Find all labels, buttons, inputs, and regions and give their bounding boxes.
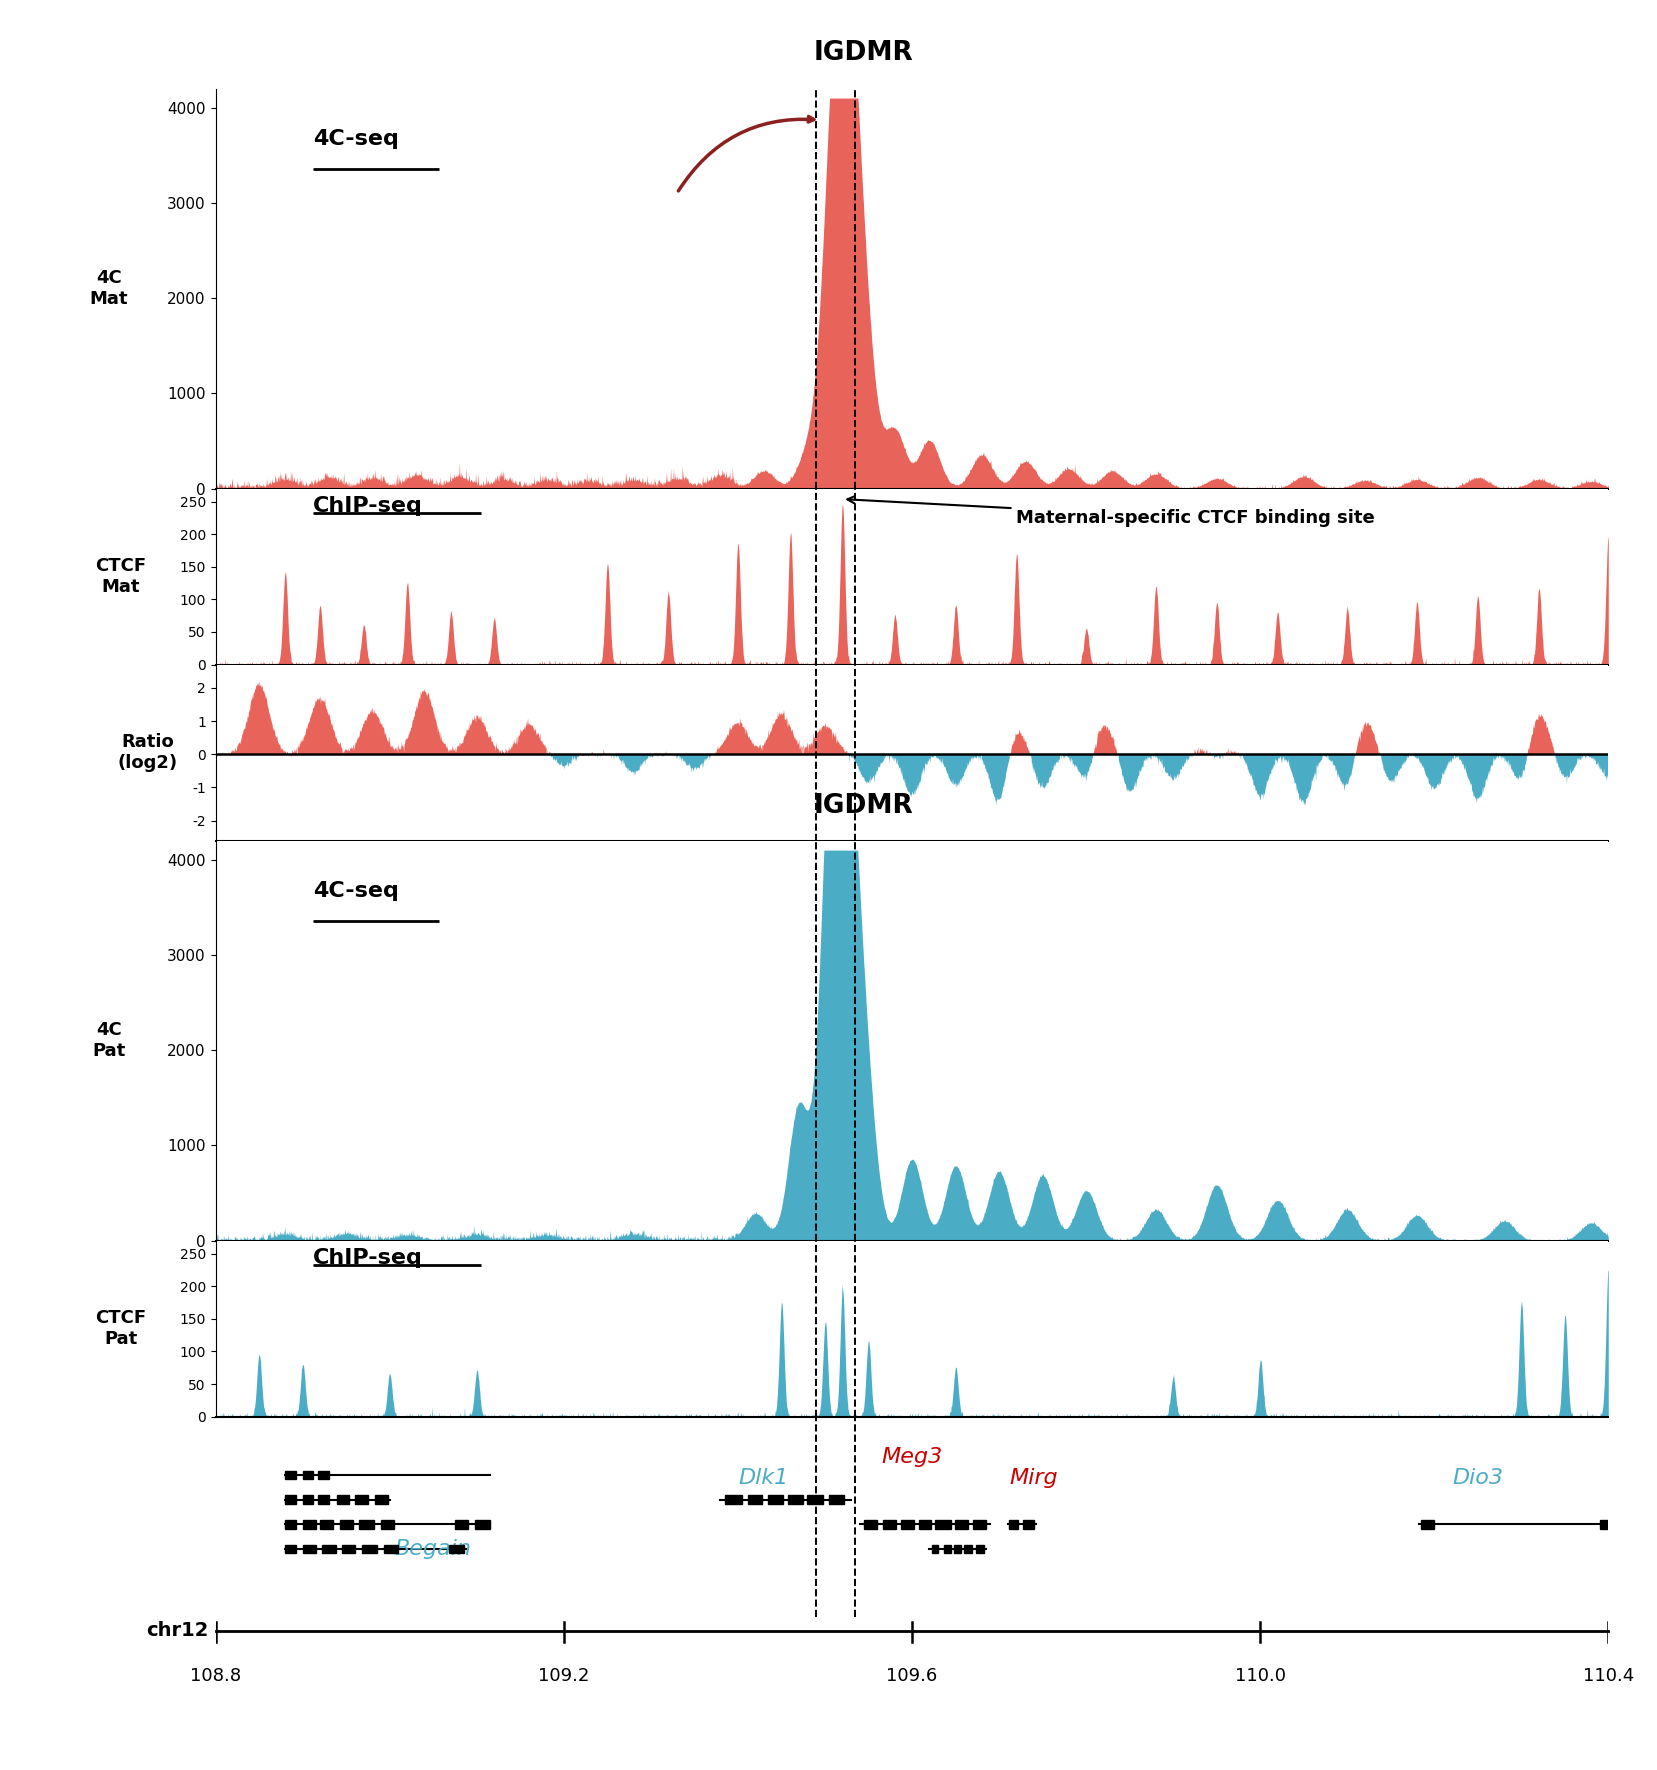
Text: Mirg: Mirg: [1009, 1467, 1057, 1489]
Bar: [943, 1545, 951, 1554]
Bar: [338, 1496, 348, 1504]
Bar: [1420, 1520, 1433, 1529]
Bar: [807, 1496, 822, 1504]
Bar: [1599, 1520, 1614, 1529]
Bar: [374, 1496, 388, 1504]
Bar: [361, 1545, 376, 1554]
Text: 4C-seq: 4C-seq: [313, 129, 399, 149]
Text: Meg3: Meg3: [882, 1446, 941, 1467]
Text: Dlk1: Dlk1: [739, 1467, 789, 1489]
Text: IGDMR: IGDMR: [814, 41, 913, 67]
Text: 108.8: 108.8: [191, 1667, 240, 1685]
Bar: [474, 1520, 489, 1529]
Text: 109.6: 109.6: [886, 1667, 936, 1685]
Bar: [976, 1545, 984, 1554]
Bar: [303, 1520, 315, 1529]
Bar: [285, 1471, 297, 1480]
Bar: [454, 1520, 467, 1529]
Bar: [787, 1496, 802, 1504]
Bar: [767, 1496, 782, 1504]
Bar: [954, 1520, 968, 1529]
Bar: [918, 1520, 931, 1529]
Text: Maternal-specific CTCF binding site: Maternal-specific CTCF binding site: [847, 496, 1374, 527]
Bar: [303, 1545, 315, 1554]
Bar: [381, 1520, 394, 1529]
Bar: [931, 1545, 938, 1554]
Bar: [901, 1520, 913, 1529]
Bar: [341, 1545, 355, 1554]
Text: ChIP-seq: ChIP-seq: [313, 1248, 423, 1267]
Text: 110.0: 110.0: [1234, 1667, 1284, 1685]
Bar: [863, 1520, 877, 1529]
Bar: [449, 1545, 464, 1554]
Bar: [383, 1545, 398, 1554]
Bar: [724, 1496, 742, 1504]
Bar: [320, 1520, 333, 1529]
Bar: [303, 1496, 313, 1504]
Bar: [360, 1520, 374, 1529]
Y-axis label: Ratio
(log2): Ratio (log2): [118, 733, 177, 772]
Bar: [1009, 1520, 1017, 1529]
Bar: [318, 1471, 328, 1480]
Bar: [355, 1496, 368, 1504]
Bar: [321, 1545, 335, 1554]
Text: ChIP-seq: ChIP-seq: [313, 496, 423, 515]
Bar: [285, 1545, 297, 1554]
Bar: [973, 1520, 986, 1529]
Bar: [1022, 1520, 1032, 1529]
Bar: [340, 1520, 353, 1529]
Bar: [828, 1496, 843, 1504]
Bar: [964, 1545, 971, 1554]
Text: Dio3: Dio3: [1452, 1467, 1503, 1489]
Bar: [285, 1496, 297, 1504]
Text: 110.4: 110.4: [1582, 1667, 1632, 1685]
Y-axis label: 4C
Pat: 4C Pat: [93, 1021, 126, 1060]
Bar: [285, 1520, 297, 1529]
Text: 4C-seq: 4C-seq: [313, 880, 399, 901]
Text: IGDMR: IGDMR: [814, 793, 913, 818]
Y-axis label: CTCF
Mat: CTCF Mat: [96, 558, 146, 596]
Y-axis label: 4C
Mat: 4C Mat: [89, 269, 128, 308]
Y-axis label: CTCF
Pat: CTCF Pat: [96, 1310, 146, 1349]
Bar: [953, 1545, 959, 1554]
Bar: [935, 1520, 951, 1529]
Bar: [318, 1496, 328, 1504]
Bar: [303, 1471, 313, 1480]
Bar: [747, 1496, 762, 1504]
Text: Begain: Begain: [394, 1538, 471, 1559]
Text: chr12: chr12: [146, 1621, 209, 1641]
Bar: [883, 1520, 896, 1529]
Text: 109.2: 109.2: [539, 1667, 588, 1685]
